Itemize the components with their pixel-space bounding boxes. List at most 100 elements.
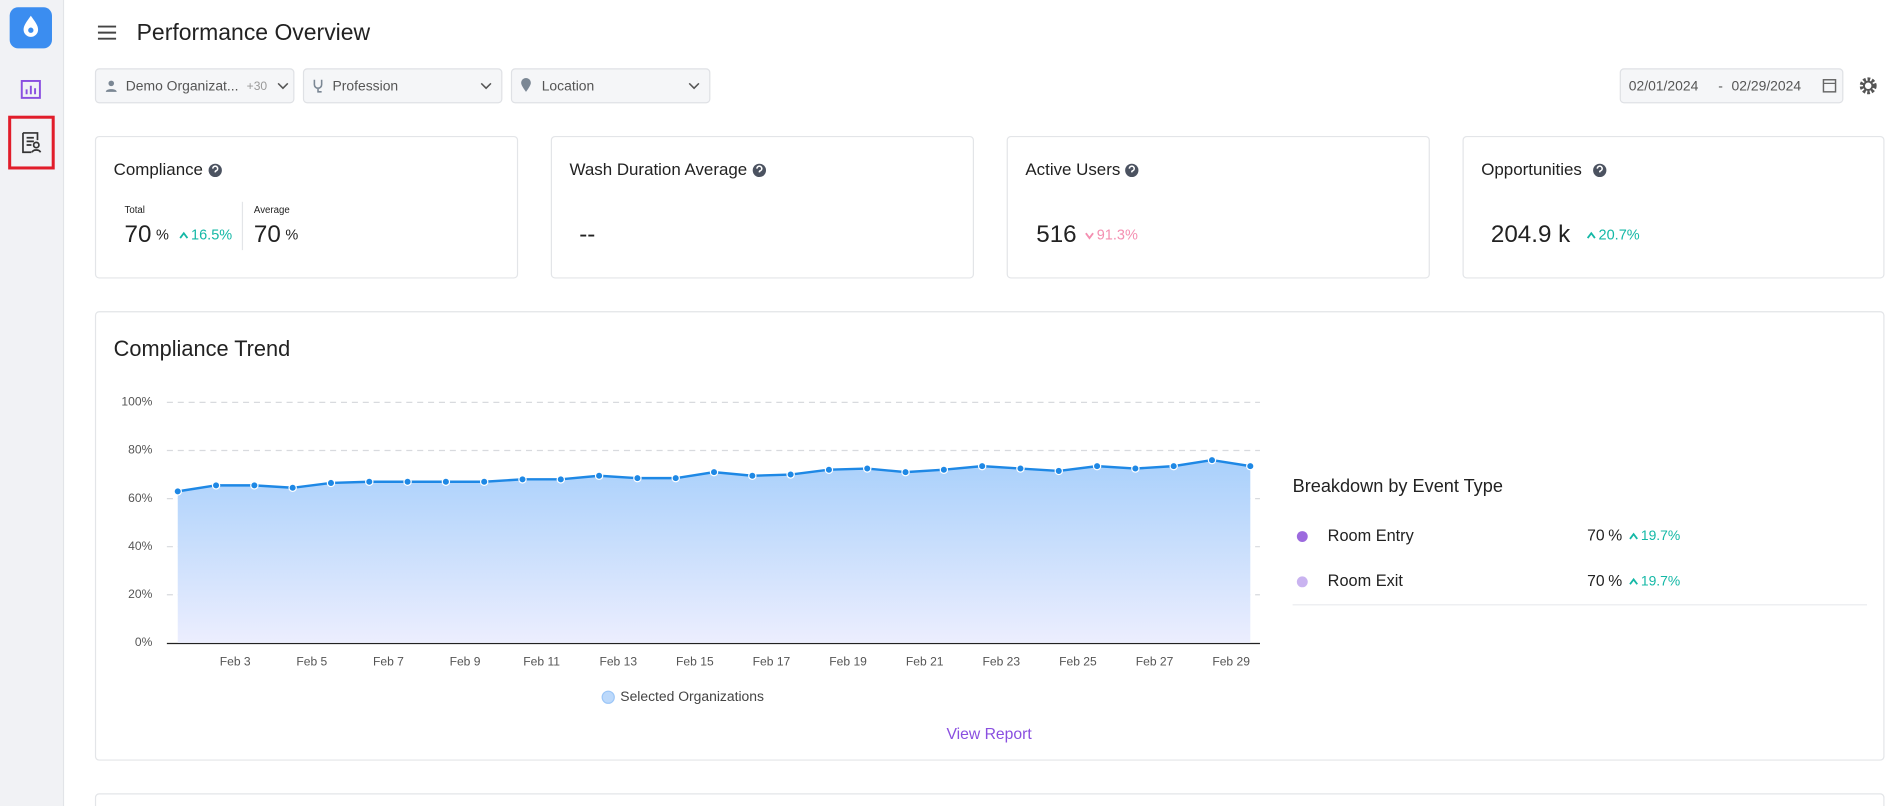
x-tick-label: Feb 27 <box>1136 654 1174 668</box>
page-title: Performance Overview <box>137 19 371 45</box>
point <box>1207 455 1217 465</box>
date-end: 02/29/2024 <box>1732 78 1802 94</box>
date-separator: - <box>1718 78 1723 94</box>
nav-highlight <box>8 115 55 170</box>
point <box>824 465 834 474</box>
average-value: 70 <box>254 221 281 248</box>
x-tick-label: Feb 21 <box>906 654 944 668</box>
kpi-value: 204.9 k <box>1491 221 1571 248</box>
kpi-change: 20.7% <box>1599 227 1640 243</box>
y-tick-label: 0% <box>135 635 153 649</box>
nav-dashboard[interactable] <box>20 79 41 99</box>
point <box>1092 461 1102 471</box>
y-tick-label: 100% <box>121 395 152 409</box>
kpi-title: Wash Duration Average <box>570 160 748 179</box>
profession-filter[interactable] <box>302 68 503 104</box>
row-value: 70 <box>1587 528 1605 545</box>
logo-drop <box>23 15 39 37</box>
point <box>1246 461 1255 471</box>
total-value: 70 <box>125 221 152 248</box>
x-tick-label: Feb 3 <box>220 654 251 668</box>
point <box>326 478 336 488</box>
profession-filter-label: Profession <box>333 78 399 94</box>
logo-dot <box>28 27 34 33</box>
organization-filter-label: Demo Organizat... <box>126 78 239 94</box>
legend-swatch[interactable] <box>601 690 615 704</box>
kpi-card <box>94 135 519 279</box>
row-dot <box>1296 576 1308 588</box>
point <box>671 473 680 483</box>
x-tick-label: Feb 7 <box>373 654 404 668</box>
point <box>250 481 259 490</box>
x-tick-label: Feb 17 <box>753 654 791 668</box>
kpi-value: -- <box>579 221 595 248</box>
x-tick-label: Feb 5 <box>296 654 327 668</box>
up-arrow <box>1629 577 1638 585</box>
point <box>403 477 412 486</box>
point <box>977 461 987 471</box>
location-filter[interactable] <box>510 68 711 104</box>
y-tick-label: 20% <box>128 587 152 601</box>
row-dot <box>1296 531 1308 542</box>
location-filter-label: Location <box>542 78 595 94</box>
average-label: Average <box>254 205 290 216</box>
row-name: Room Exit <box>1328 572 1404 590</box>
point <box>709 467 719 477</box>
kpi-card <box>1006 135 1430 279</box>
total-label: Total <box>125 205 145 216</box>
up-arrow <box>179 231 189 239</box>
up-arrow <box>1629 532 1638 540</box>
point <box>1169 461 1178 471</box>
point <box>288 483 297 492</box>
point <box>556 475 566 484</box>
y-tick-label: 80% <box>128 443 152 457</box>
chart-title: Compliance Trend <box>114 336 291 361</box>
point <box>633 473 642 483</box>
y-tick-label: 60% <box>128 491 152 505</box>
kpi-card <box>550 135 974 279</box>
view-report-link[interactable]: View Report <box>946 726 1032 743</box>
x-tick-label: Feb 23 <box>983 654 1021 668</box>
y-tick-label: 40% <box>128 539 152 553</box>
x-tick-label: Feb 25 <box>1059 654 1097 668</box>
organization-extra: +30 <box>247 79 268 93</box>
point <box>786 470 795 479</box>
total-unit: % <box>156 227 169 243</box>
date-range[interactable] <box>1619 68 1844 104</box>
menu-button[interactable] <box>97 25 117 40</box>
point <box>441 477 451 486</box>
point <box>939 465 949 474</box>
x-tick-label: Feb 29 <box>1212 654 1250 668</box>
organization-filter[interactable] <box>94 68 295 104</box>
average-unit: % <box>285 227 298 243</box>
point <box>594 471 604 480</box>
settings-button[interactable] <box>1859 77 1877 95</box>
breakdown-rows: Room Entry 70% 19.7% Room Exit 70% 19.7% <box>1296 527 1680 590</box>
x-tick-label: Feb 11 <box>523 654 560 668</box>
help-glyph <box>1128 165 1135 173</box>
row-unit: % <box>1608 573 1622 590</box>
kpi-title: Opportunities <box>1481 160 1582 179</box>
row-name: Room Entry <box>1328 527 1415 545</box>
next-card <box>94 793 1885 806</box>
area <box>177 460 1251 643</box>
point <box>518 475 527 484</box>
nav-reports[interactable] <box>22 132 42 154</box>
x-tick-label: Feb 13 <box>599 654 637 668</box>
point <box>479 477 489 486</box>
point <box>748 471 757 480</box>
point <box>1054 466 1064 476</box>
legend-label[interactable]: Selected Organizations <box>620 688 764 704</box>
point <box>901 467 910 477</box>
x-tick-label: Feb 19 <box>829 654 867 668</box>
total-change: 16.5% <box>191 227 232 243</box>
kpi-title: Active Users <box>1025 160 1120 179</box>
kpi-card <box>1462 135 1885 279</box>
point <box>1131 464 1140 473</box>
kpi-title: Compliance <box>114 160 203 179</box>
x-tick-label: Feb 9 <box>450 654 481 668</box>
point <box>1016 464 1025 473</box>
point <box>863 464 872 473</box>
row-value: 70 <box>1587 573 1605 590</box>
